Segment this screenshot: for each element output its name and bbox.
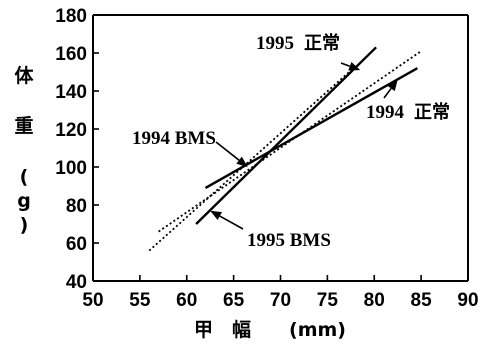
x-tick-label-3: 65 bbox=[223, 290, 245, 311]
x-tick-label-1: 55 bbox=[129, 290, 151, 311]
y-tick-label-2: 80 bbox=[66, 196, 87, 217]
x-tick-label-6: 80 bbox=[364, 290, 385, 311]
annotation-arrow-line-3 bbox=[219, 215, 244, 230]
x-tick-label-8: 90 bbox=[457, 290, 478, 311]
annotation-year-1: 1994 bbox=[366, 102, 405, 123]
annotation-label-2: 1994 BMS bbox=[132, 128, 216, 149]
annotation-arrow-head-2 bbox=[236, 156, 248, 167]
y-axis-title-char-2: 重 bbox=[14, 115, 33, 137]
x-tick-label-2: 60 bbox=[176, 290, 197, 311]
x-tick-label-4: 70 bbox=[270, 290, 291, 311]
series-line-2 bbox=[148, 65, 357, 252]
annotation-type-1: 正常 bbox=[414, 101, 450, 123]
annotation-arrow-line-1 bbox=[383, 87, 392, 99]
x-tick-label-0: 50 bbox=[82, 290, 103, 311]
y-axis-title-char-4: g bbox=[17, 190, 31, 212]
annotation-type-0: 正常 bbox=[304, 32, 340, 54]
series-line-0 bbox=[195, 46, 377, 225]
annotation-year-3: 1995 BMS bbox=[247, 230, 331, 251]
y-axis-title-char-3: ( bbox=[20, 166, 29, 188]
y-tick-label-3: 100 bbox=[55, 158, 87, 179]
annotation-year-2: 1994 BMS bbox=[132, 128, 216, 149]
y-axis-title-char-5: ) bbox=[20, 214, 29, 236]
annotation-year-0: 1995 bbox=[256, 33, 294, 54]
annotation-arrow-line-0 bbox=[340, 62, 351, 68]
x-tick-label-5: 75 bbox=[317, 290, 339, 311]
series-line-1 bbox=[204, 67, 418, 189]
y-tick-label-1: 60 bbox=[66, 234, 87, 255]
annotation-arrow-head-3 bbox=[210, 210, 222, 220]
annotation-label-1: 1994 正常 bbox=[366, 101, 450, 123]
x-tick-label-7: 85 bbox=[411, 290, 433, 311]
annotation-arrow-line-2 bbox=[215, 141, 240, 161]
x-axis-title: 甲 幅 (mm) bbox=[194, 318, 346, 341]
annotation-label-3: 1995 BMS bbox=[247, 230, 331, 251]
series-line-3 bbox=[158, 50, 422, 233]
annotation-label-0: 1995 正常 bbox=[256, 32, 340, 54]
y-tick-label-0: 40 bbox=[66, 272, 87, 293]
annotation-arrow-head-1 bbox=[387, 79, 398, 92]
y-tick-label-4: 120 bbox=[55, 120, 87, 141]
annotation-arrow-head-0 bbox=[348, 62, 361, 71]
y-tick-label-6: 160 bbox=[55, 44, 87, 65]
y-axis-title: 体 重 ( g ) bbox=[14, 64, 34, 236]
y-axis-title-char-1: 体 bbox=[14, 64, 34, 87]
y-tick-label-7: 180 bbox=[55, 6, 87, 27]
y-tick-label-5: 140 bbox=[55, 82, 87, 103]
